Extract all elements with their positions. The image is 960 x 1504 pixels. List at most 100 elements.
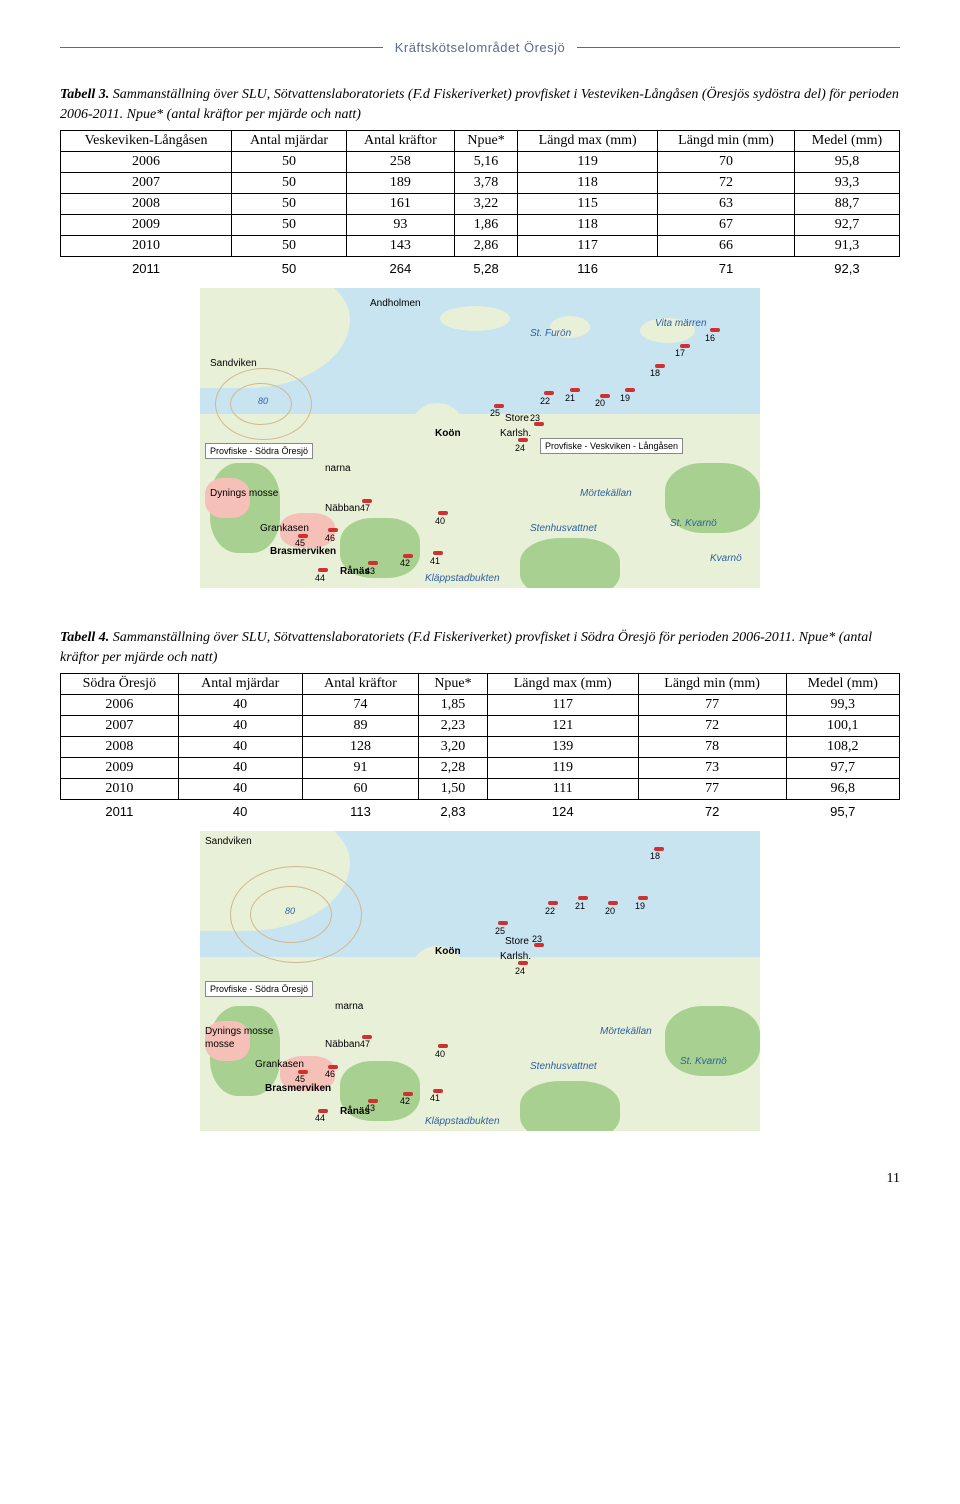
label-stkvarno: St. Kvarnö [670, 518, 717, 529]
table3-body: 2006502585,161197095,8 2007501893,781187… [61, 152, 900, 279]
marker-icon [654, 847, 664, 851]
label-grankasen: Grankasen [260, 523, 309, 534]
marker-icon [318, 1109, 328, 1113]
label-vitamarren: Vita märren [655, 318, 707, 329]
label-store: Store [505, 413, 529, 424]
marker-icon [298, 534, 308, 538]
marker-icon [328, 1065, 338, 1069]
marker-icon [600, 394, 610, 398]
label-nabban: Näbban [325, 503, 360, 514]
table4-caption-prefix: Tabell 4. [60, 630, 109, 645]
table3-col4: Längd max (mm) [518, 131, 658, 152]
label-store: Store [505, 936, 529, 947]
table4-caption-text: Sammanställning över SLU, Sötvattenslabo… [60, 630, 872, 665]
marker-icon [534, 943, 544, 947]
table-row: 2010501432,861176691,3 [61, 236, 900, 257]
label-narna: narna [325, 463, 351, 474]
table3-col2: Antal kräftor [346, 131, 454, 152]
marker-icon [570, 388, 580, 392]
box-sodra: Provfiske - Södra Öresjö [205, 981, 313, 997]
table3-caption: Tabell 3. Sammanställning över SLU, Sötv… [60, 85, 900, 124]
marker-icon [298, 1070, 308, 1074]
marker-icon [518, 438, 528, 442]
map1: 80 Andholmen St. Furön Vita märren Sandv… [200, 288, 760, 588]
label-nabban: Näbban [325, 1039, 360, 1050]
table-row: 2006502585,161197095,8 [61, 152, 900, 173]
table3-col1: Antal mjärdar [232, 131, 347, 152]
label-stenhus: Stenhusvattnet [530, 1061, 597, 1072]
table-row: 2008501613,221156388,7 [61, 194, 900, 215]
table3-caption-prefix: Tabell 3. [60, 87, 109, 102]
marker-icon [608, 901, 618, 905]
label-kvarno: Kvarnö [710, 553, 742, 564]
marker-icon [494, 404, 504, 408]
header-title: Kräftskötselområdet Öresjö [383, 40, 578, 55]
marker-icon [710, 328, 720, 332]
label-stkvarno: St. Kvarnö [680, 1056, 727, 1067]
table3: Veskeviken-Långåsen Antal mjärdar Antal … [60, 130, 900, 278]
table-row: 200950931,861186792,7 [61, 215, 900, 236]
table3-col6: Medel (mm) [794, 131, 899, 152]
page-header: Kräftskötselområdet Öresjö [60, 40, 900, 55]
page-number: 11 [60, 1171, 900, 1187]
marker-icon [328, 528, 338, 532]
table4: Södra Öresjö Antal mjärdar Antal kräftor… [60, 673, 900, 821]
marker-icon [318, 568, 328, 572]
marker-icon [548, 901, 558, 905]
header-rule-left [60, 47, 383, 48]
marker-icon [433, 551, 443, 555]
label-stenhus: Stenhusvattnet [530, 523, 597, 534]
label-mosse: mosse [205, 1039, 234, 1050]
table-row: 2008401283,2013978108,2 [61, 737, 900, 758]
table3-col3: Npue* [454, 131, 517, 152]
marker-icon [544, 391, 554, 395]
label-sandviken: Sandviken [210, 358, 257, 369]
table4-caption: Tabell 4. Sammanställning över SLU, Sötv… [60, 628, 900, 667]
marker-icon [403, 1092, 413, 1096]
label-mortekallan: Mörtekällan [600, 1026, 652, 1037]
label-dynings: Dynings mosse [210, 488, 278, 499]
table-row: 200940912,281197397,7 [61, 758, 900, 779]
table-row: 200640741,851177799,3 [61, 695, 900, 716]
map2: 80 Sandviken Koön Store Karlsh. Provfisk… [200, 831, 760, 1131]
marker-icon [680, 344, 690, 348]
marker-icon [368, 1099, 378, 1103]
label-mortekallan: Mörtekällan [580, 488, 632, 499]
label-stfuron: St. Furön [530, 328, 571, 339]
label-koon: Koön [435, 428, 461, 439]
label-brasmerviken: Brasmerviken [265, 1083, 331, 1094]
table-row: 2007501893,781187293,3 [61, 173, 900, 194]
marker-icon [518, 961, 528, 965]
label-koon: Koön [435, 946, 461, 957]
table3-col0: Veskeviken-Långåsen [61, 131, 232, 152]
marker-icon [433, 1089, 443, 1093]
table-row: 200740892,2312172100,1 [61, 716, 900, 737]
table-row: 201040601,501117796,8 [61, 779, 900, 800]
marker-icon [362, 1035, 372, 1039]
label-dynings: Dynings mosse [205, 1026, 273, 1037]
header-rule-right [577, 47, 900, 48]
label-klapp: Kläppstadbukten [425, 1116, 500, 1127]
label-marna: marna [335, 1001, 363, 1012]
marker-icon [638, 896, 648, 900]
marker-icon [403, 554, 413, 558]
box-sodra: Provfiske - Södra Öresjö [205, 443, 313, 459]
table4-header-row: Södra Öresjö Antal mjärdar Antal kräftor… [61, 674, 900, 695]
marker-icon [534, 422, 544, 426]
table3-col5: Längd min (mm) [658, 131, 795, 152]
marker-icon [438, 511, 448, 515]
table-row-last: 2011502645,281167192,3 [61, 257, 900, 279]
marker-icon [368, 561, 378, 565]
box-veskviken: Provfiske - Veskviken - Långåsen [540, 438, 683, 454]
label-andholmen: Andholmen [370, 298, 421, 309]
label-klapp: Kläppstadbukten [425, 573, 500, 584]
marker-icon [578, 896, 588, 900]
marker-icon [655, 364, 665, 368]
label-sandviken: Sandviken [205, 836, 252, 847]
label-grankasen: Grankasen [255, 1059, 304, 1070]
table-row-last: 2011401132,831247295,7 [61, 800, 900, 822]
marker-icon [362, 499, 372, 503]
table3-caption-text: Sammanställning över SLU, Sötvattenslabo… [60, 87, 899, 122]
table4-body: 200640741,851177799,3 200740892,23121721… [61, 695, 900, 822]
marker-icon [438, 1044, 448, 1048]
